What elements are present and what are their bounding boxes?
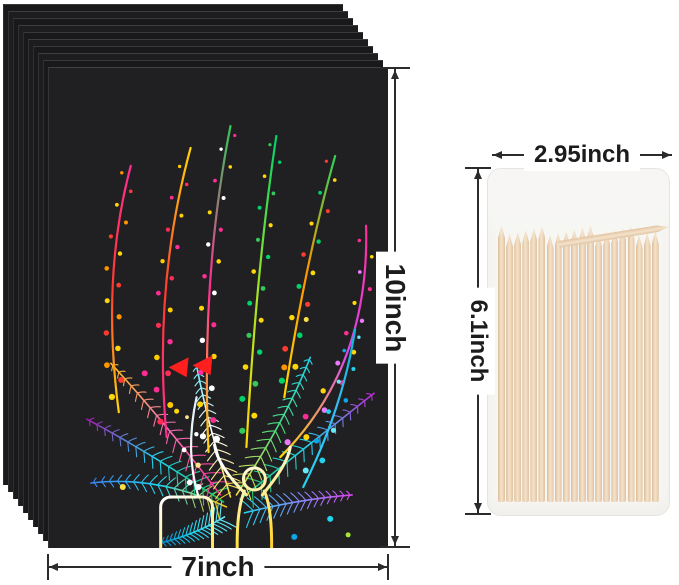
arrow-down-icon (474, 503, 482, 512)
stylus-stick (635, 235, 643, 502)
stylus-stick (498, 225, 505, 502)
stylus-stick (570, 229, 578, 502)
front-scratch-sheet (48, 67, 388, 548)
stylus-stick (562, 231, 570, 502)
stylus-sticks-case (487, 168, 670, 516)
stylus-stick (522, 230, 530, 502)
stylus-stick (506, 234, 514, 502)
arrow-up-icon (474, 170, 482, 179)
stylus-stick (619, 228, 627, 502)
dimension-tick (380, 546, 410, 548)
stylus-stick (643, 233, 651, 502)
box-height-label: 6.1inch (461, 287, 495, 395)
dimension-tick (47, 554, 49, 580)
arrow-right-icon (662, 151, 671, 159)
rainbow-scratch-art (86, 124, 375, 548)
stylus-stick (651, 231, 659, 502)
case-frost-lid (488, 169, 669, 237)
paper-height-label: 10inch (376, 251, 414, 364)
arrow-down-icon (391, 536, 399, 545)
stylus-stick (546, 235, 554, 502)
box-width-label: 2.95inch (523, 139, 641, 171)
stylus-sticks (498, 225, 659, 502)
arrow-right-icon (378, 563, 387, 571)
stylus-stick (603, 232, 611, 502)
stylus-stick (587, 225, 595, 502)
stylus-stick (611, 230, 619, 502)
dimension-tick (387, 554, 389, 580)
stylus-stick (595, 234, 603, 502)
arrow-left-icon (493, 151, 502, 159)
paper-width-label: 7inch (171, 549, 265, 585)
stylus-stick (554, 233, 562, 502)
dimension-tick (465, 167, 491, 169)
arrow-left-icon (49, 563, 58, 571)
stylus-stick (530, 228, 538, 502)
stylus-stick (627, 226, 635, 502)
stylus-stick (538, 226, 546, 502)
stylus-stick (514, 232, 522, 502)
dimension-tick (465, 513, 491, 515)
stylus-stick (578, 227, 586, 502)
dimension-tick (380, 67, 410, 69)
arrow-up-icon (391, 70, 399, 79)
